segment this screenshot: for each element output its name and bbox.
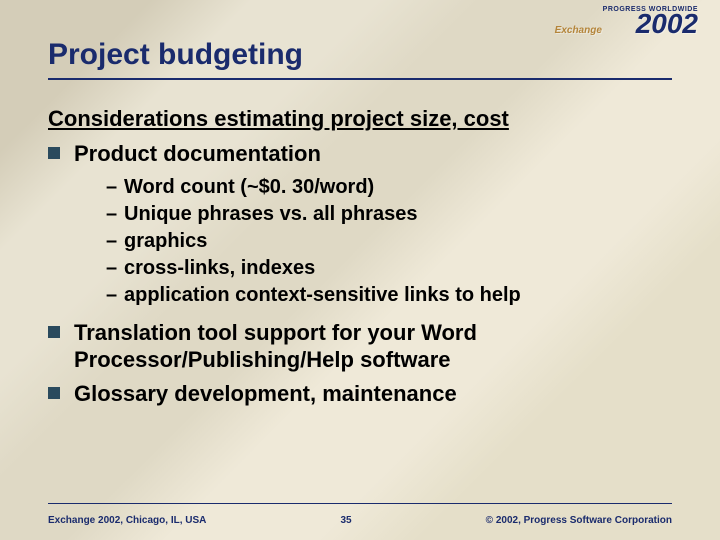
content-area: Considerations estimating project size, … [48,106,672,407]
sub-bullet-text: Unique phrases vs. all phrases [124,203,417,225]
square-bullet-icon [48,147,60,159]
sub-bullet: –graphics [106,228,672,255]
square-bullet-icon [48,326,60,338]
slide: PROGRESS WORLDWIDE Exchange 2002 Project… [0,0,720,540]
sub-bullet: –Unique phrases vs. all phrases [106,201,672,228]
logo-year: Exchange 2002 [603,11,698,36]
sub-bullet-text: Word count (~$0. 30/word) [124,176,374,198]
bullet-level1: Glossary development, maintenance [48,380,672,408]
logo: PROGRESS WORLDWIDE Exchange 2002 [603,6,698,36]
bullet-text: Translation tool support for your Word P… [74,319,672,374]
sub-bullet: –cross-links, indexes [106,255,672,282]
sub-bullet: –application context-sensitive links to … [106,282,672,309]
bullet-level1: Product documentation [48,140,672,168]
logo-exchange-label: Exchange [555,26,602,35]
footer-left: Exchange 2002, Chicago, IL, USA [48,515,206,526]
slide-title: Project budgeting [48,38,672,80]
square-bullet-icon [48,387,60,399]
sub-bullet-list: –Word count (~$0. 30/word) –Unique phras… [106,174,672,309]
bullet-text: Glossary development, maintenance [74,380,457,408]
bullet-text: Product documentation [74,140,321,168]
sub-bullet-text: cross-links, indexes [124,257,315,279]
footer-right: © 2002, Progress Software Corporation [486,515,672,526]
bullet-level1: Translation tool support for your Word P… [48,319,672,374]
page-number: 35 [340,515,351,526]
footer: Exchange 2002, Chicago, IL, USA 35 © 200… [48,515,672,526]
sub-bullet-text: application context-sensitive links to h… [124,284,521,306]
footer-rule [48,503,672,504]
logo-year-text: 2002 [636,8,698,39]
sub-bullet: –Word count (~$0. 30/word) [106,174,672,201]
sub-bullet-text: graphics [124,230,207,252]
subheading: Considerations estimating project size, … [48,106,672,132]
